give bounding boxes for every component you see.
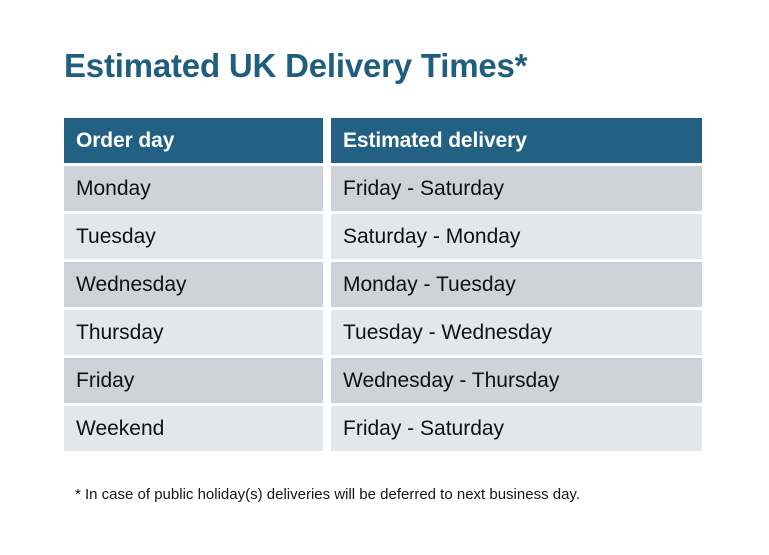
cell-estimated-delivery: Friday - Saturday xyxy=(331,406,702,451)
column-divider xyxy=(323,214,331,259)
table-row: Wednesday Monday - Tuesday xyxy=(64,262,702,307)
cell-estimated-delivery: Saturday - Monday xyxy=(331,214,702,259)
column-header-order-day: Order day xyxy=(64,118,323,163)
column-divider xyxy=(323,310,331,355)
cell-estimated-delivery: Wednesday - Thursday xyxy=(331,358,702,403)
cell-order-day: Thursday xyxy=(64,310,323,355)
cell-estimated-delivery: Tuesday - Wednesday xyxy=(331,310,702,355)
cell-order-day: Tuesday xyxy=(64,214,323,259)
column-divider xyxy=(323,358,331,403)
cell-estimated-delivery: Friday - Saturday xyxy=(331,166,702,211)
cell-order-day: Friday xyxy=(64,358,323,403)
column-divider xyxy=(323,406,331,451)
page-title: Estimated UK Delivery Times* xyxy=(64,47,528,84)
cell-order-day: Weekend xyxy=(64,406,323,451)
table-row: Thursday Tuesday - Wednesday xyxy=(64,310,702,355)
cell-estimated-delivery: Monday - Tuesday xyxy=(331,262,702,307)
delivery-times-table: Order day Estimated delivery Monday Frid… xyxy=(64,118,702,454)
column-header-estimated-delivery: Estimated delivery xyxy=(331,118,702,163)
footnote-text: * In case of public holiday(s) deliverie… xyxy=(75,486,580,503)
table-row: Friday Wednesday - Thursday xyxy=(64,358,702,403)
column-divider xyxy=(323,118,331,163)
table-header-row: Order day Estimated delivery xyxy=(64,118,702,163)
cell-order-day: Monday xyxy=(64,166,323,211)
table-row: Weekend Friday - Saturday xyxy=(64,406,702,451)
column-divider xyxy=(323,166,331,211)
table-row: Monday Friday - Saturday xyxy=(64,166,702,211)
table-row: Tuesday Saturday - Monday xyxy=(64,214,702,259)
column-divider xyxy=(323,262,331,307)
cell-order-day: Wednesday xyxy=(64,262,323,307)
